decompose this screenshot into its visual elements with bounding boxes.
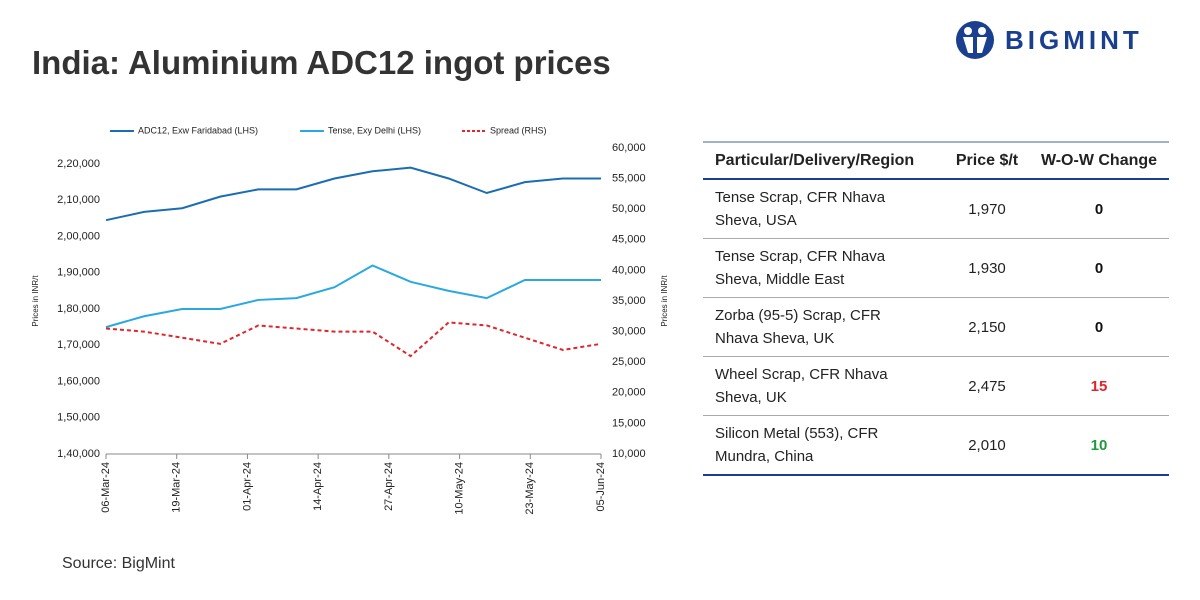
- change-cell: 15: [1029, 356, 1169, 416]
- y-tick-label: 1,70,000: [57, 339, 100, 351]
- price-cell: 1,930: [945, 238, 1029, 298]
- y-tick-label: 2,10,000: [57, 194, 100, 206]
- page-title: India: Aluminium ADC12 ingot prices: [32, 44, 611, 81]
- price-cell: 2,475: [945, 356, 1029, 416]
- price-cell: 2,010: [945, 415, 1029, 476]
- column-header: Particular/Delivery/Region: [703, 141, 945, 180]
- x-tick-label: 06-Mar-24: [100, 462, 112, 513]
- chart: 06-Mar-24 19-Mar-24 01-Apr-24 14-Apr-24 27-A…: [31, 125, 669, 515]
- y2-tick-label: 55,000: [612, 173, 646, 185]
- x-tick-label: 10-May-24: [453, 462, 465, 515]
- source: Source: BigMint: [62, 555, 175, 572]
- y-tick-label: 1,80,000: [57, 303, 100, 315]
- change-cell: 10: [1029, 415, 1169, 476]
- x-tick-label: 27-Apr-24: [383, 462, 395, 511]
- x-tick-label: 23-May-24: [524, 462, 536, 515]
- y-tick-label: 1,40,000: [57, 448, 100, 460]
- legend-label: Spread (RHS): [490, 125, 547, 135]
- column-header: Price $/t: [945, 141, 1029, 180]
- y-tick-label: 1,60,000: [57, 375, 100, 387]
- logo-icon: [956, 21, 994, 59]
- item-cell: Tense Scrap, CFR Nhava Sheva, USA: [703, 179, 945, 239]
- y2-tick-label: 50,000: [612, 203, 646, 215]
- x-tick-label: 05-Jun-24: [595, 462, 607, 512]
- change-cell: 0: [1029, 297, 1169, 357]
- y-tick-label: 1,50,000: [57, 412, 100, 424]
- item-cell: Tense Scrap, CFR Nhava Sheva, Middle Eas…: [703, 238, 945, 298]
- y2-tick-label: 60,000: [612, 142, 646, 154]
- table-row: Zorba (95-5) Scrap, CFR Nhava Sheva, UK 2…: [703, 297, 1169, 357]
- x-tick-label: 19-Mar-24: [171, 462, 183, 513]
- y2-tick-label: 30,000: [612, 326, 646, 338]
- logo: BIGMINT: [955, 20, 1143, 60]
- item-cell: Wheel Scrap, CFR Nhava Sheva, UK: [703, 356, 945, 416]
- item-cell: Zorba (95-5) Scrap, CFR Nhava Sheva, UK: [703, 297, 945, 357]
- logo-text: BIGMINT: [1005, 24, 1143, 55]
- y2-tick-label: 20,000: [612, 387, 646, 399]
- legend-label: Tense, Exy Delhi (LHS): [328, 125, 421, 135]
- price-cell: 1,970: [945, 179, 1029, 239]
- y2-tick-label: 10,000: [612, 448, 646, 460]
- table-row: Tense Scrap, CFR Nhava Sheva, Middle Eas…: [703, 238, 1169, 298]
- table-row: Tense Scrap, CFR Nhava Sheva, USA 1,970 0: [703, 179, 1169, 239]
- series-line: [105, 321, 602, 358]
- change-cell: 0: [1029, 238, 1169, 298]
- change-cell: 0: [1029, 179, 1169, 239]
- price-cell: 2,150: [945, 297, 1029, 357]
- series-line: [105, 264, 601, 329]
- item-cell: Silicon Metal (553), CFR Mundra, China: [703, 415, 945, 476]
- legend-label: ADC12, Exw Faridabad (LHS): [138, 125, 258, 135]
- price-table: Particular/Delivery/Region Price $/t W-O-W…: [703, 141, 1169, 476]
- y-tick-label: 1,90,000: [57, 267, 100, 279]
- series-line: [105, 166, 601, 222]
- column-header: W-O-W Change: [1029, 141, 1169, 180]
- y2-tick-label: 35,000: [612, 295, 646, 307]
- x-tick-label: 14-Apr-24: [312, 462, 324, 511]
- table-row: Silicon Metal (553), CFR Mundra, China 2,…: [703, 415, 1169, 476]
- y2-tick-label: 45,000: [612, 234, 646, 246]
- y2-axis-label: Prices in INR/t: [660, 275, 669, 327]
- y2-tick-label: 15,000: [612, 417, 646, 429]
- y2-tick-label: 25,000: [612, 356, 646, 368]
- table-row: Wheel Scrap, CFR Nhava Sheva, UK 2,475 15: [703, 356, 1169, 416]
- y-tick-label: 2,20,000: [57, 158, 100, 170]
- y-tick-label: 2,00,000: [57, 230, 100, 242]
- y2-tick-label: 40,000: [612, 264, 646, 276]
- x-tick-label: 01-Apr-24: [241, 462, 253, 511]
- y-axis-label: Prices in INR/t: [31, 275, 40, 327]
